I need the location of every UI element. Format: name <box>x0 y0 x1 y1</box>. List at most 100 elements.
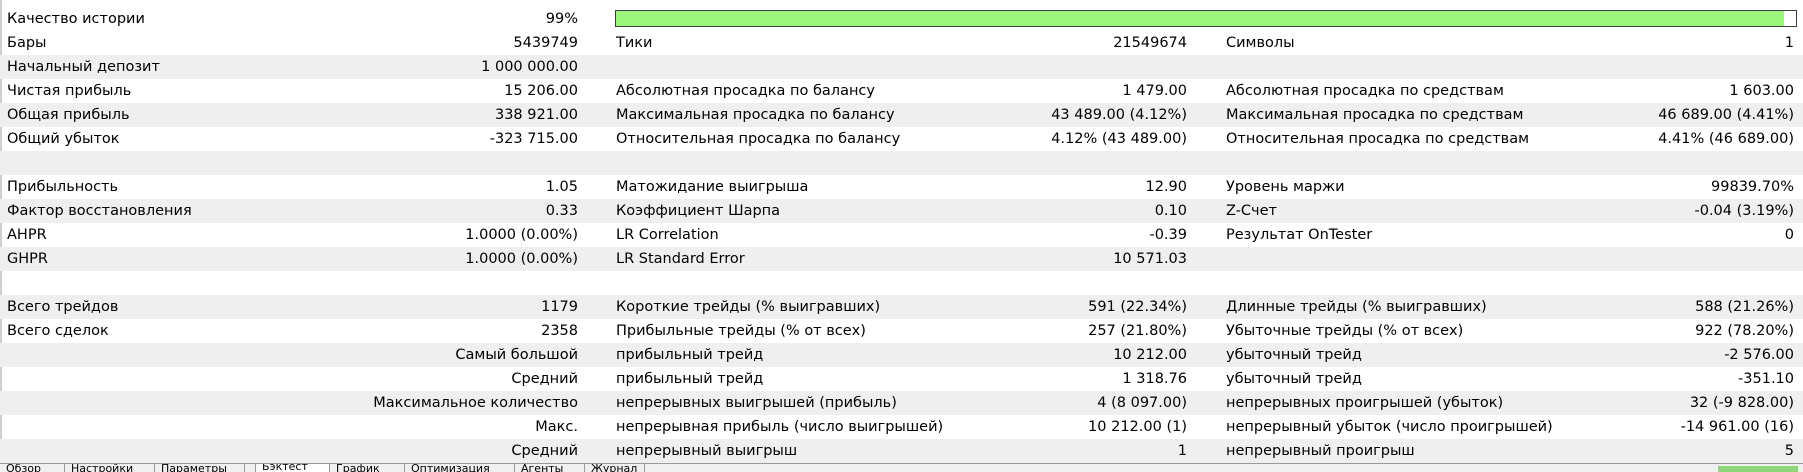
metric-value: 1.05 <box>545 179 578 195</box>
tab-item[interactable]: Настройки <box>65 464 155 472</box>
metric-label: прибыльный трейд <box>616 347 764 363</box>
metric-label: Чистая прибыль <box>7 83 132 99</box>
metric-value: 338 921.00 <box>494 107 578 123</box>
metric-label: Средний <box>511 443 578 459</box>
report-row: Общая прибыль 338 921.00 Максимальная прос… <box>0 103 1803 127</box>
metric-label: Самый большой <box>455 347 578 363</box>
history-quality-value: 99% <box>545 11 578 27</box>
metric-label: непрерывных выигрышей (прибыль) <box>616 395 897 411</box>
metric-value: 1 <box>1177 443 1187 459</box>
tab-item[interactable]: Журнал <box>585 464 645 472</box>
metric-label: Средний <box>511 371 578 387</box>
report-row: Фактор восстановления 0.33 Коэффициент Шар… <box>0 199 1803 223</box>
metric-value: 922 (78.20%) <box>1695 323 1794 339</box>
metric-value: 588 (21.26%) <box>1695 299 1794 315</box>
tabs-end-indicator <box>1718 466 1798 472</box>
metric-value: 257 (21.80%) <box>1088 323 1187 339</box>
metric-label: Относительная просадка по средствам <box>1226 131 1530 147</box>
report-row: Начальный депозит 1 000 000.00 <box>0 55 1803 79</box>
history-quality-bar <box>615 10 1797 27</box>
metric-label: Уровень маржи <box>1226 179 1345 195</box>
history-quality-row: Качество истории 99% <box>0 7 1803 31</box>
report-row: Максимальное количество непрерывных выигр… <box>0 391 1803 415</box>
metric-value: 5439749 <box>513 35 578 51</box>
report-row: Средний непрерывный выигрыш 1 непрерывный п… <box>0 439 1803 463</box>
metric-value: 0.10 <box>1154 203 1187 219</box>
metric-label: Длинные трейды (% выигравших) <box>1226 299 1487 315</box>
report-row: Чистая прибыль 15 206.00 Абсолютная просад… <box>0 79 1803 103</box>
metric-value: 1 603.00 <box>1729 83 1794 99</box>
metric-label: Относительная просадка по балансу <box>616 131 901 147</box>
metric-value: -351.10 <box>1738 371 1794 387</box>
metric-value: 0.33 <box>545 203 578 219</box>
report-row: Бары 5439749 Тики 21549674 Символы 1 <box>0 31 1803 55</box>
metric-value: 1.0000 (0.00%) <box>465 251 578 267</box>
metric-label: Бары <box>7 35 47 51</box>
metric-label: убыточный трейд <box>1226 371 1362 387</box>
tab-item[interactable]: Агенты <box>515 464 585 472</box>
metric-label: непрерывный убыток (число проигрышей) <box>1226 419 1553 435</box>
tab-item[interactable]: График <box>330 464 405 472</box>
metric-label: Всего трейдов <box>7 299 119 315</box>
metric-value: 1 318.76 <box>1122 371 1187 387</box>
left-edge <box>0 0 2 460</box>
metric-label: прибыльный трейд <box>616 371 764 387</box>
tab-item[interactable]: Параметры <box>155 464 245 472</box>
metric-value: -2 576.00 <box>1724 347 1794 363</box>
tab-item[interactable]: Обзор <box>0 464 65 472</box>
metric-value: 1179 <box>541 299 578 315</box>
metric-label: Z-Счет <box>1226 203 1277 219</box>
metric-value <box>1480 55 1794 79</box>
metric-label: Коэффициент Шарпа <box>616 203 781 219</box>
metric-value <box>1480 151 1794 175</box>
metric-label: Максимальная просадка по балансу <box>616 107 895 123</box>
tab-item[interactable]: Бэктест <box>255 464 330 472</box>
metric-value <box>340 151 578 175</box>
backtest-report: Качество истории 99% Бары 5439749 Тики 2154… <box>0 7 1803 463</box>
metric-value: 5 <box>1784 443 1794 459</box>
report-row: Средний прибыльный трейд 1 318.76 убыточный… <box>0 367 1803 391</box>
report-row: Всего трейдов 1179 Короткие трейды (% выиг… <box>0 295 1803 319</box>
report-row: Макс. непрерывная прибыль (число выигрыше… <box>0 415 1803 439</box>
metric-value: 1 000 000.00 <box>481 59 578 75</box>
metric-label: убыточный трейд <box>1226 347 1362 363</box>
metric-value: 10 212.00 <box>1113 347 1187 363</box>
metric-value: 1 <box>1784 35 1794 51</box>
metric-label: LR Standard Error <box>616 251 745 267</box>
metric-value: 99839.70% <box>1711 179 1794 195</box>
report-row: Самый большой прибыльный трейд 10 212.00 уб… <box>0 343 1803 367</box>
report-row <box>0 271 1803 295</box>
metric-value <box>880 55 1187 79</box>
metric-value: -14 961.00 (16) <box>1680 419 1794 435</box>
metric-label: Абсолютная просадка по балансу <box>616 83 875 99</box>
metric-value: 591 (22.34%) <box>1088 299 1187 315</box>
metric-value: 10 212.00 (1) <box>1088 419 1187 435</box>
history-quality-fill <box>616 11 1785 26</box>
report-tabs: Обзор Настройки Параметры Бэктест График Опти… <box>0 463 1803 472</box>
metric-value: 4 (8 097.00) <box>1097 395 1187 411</box>
metric-label: AHPR <box>7 227 47 243</box>
report-row: AHPR 1.0000 (0.00%) LR Correlation -0.39 Рез… <box>0 223 1803 247</box>
metric-label: LR Correlation <box>616 227 719 243</box>
metric-value: 2358 <box>541 323 578 339</box>
metric-value: -0.04 (3.19%) <box>1694 203 1794 219</box>
metric-label: Результат OnTester <box>1226 227 1373 243</box>
report-row <box>0 151 1803 175</box>
report-row: Всего сделок 2358 Прибыльные трейды (% от … <box>0 319 1803 343</box>
metric-value: 10 571.03 <box>1113 251 1187 267</box>
metric-label: Макс. <box>535 419 578 435</box>
metric-label: непрерывный проигрыш <box>1226 443 1415 459</box>
metric-label: Абсолютная просадка по средствам <box>1226 83 1504 99</box>
metric-value: 4.41% (46 689.00) <box>1658 131 1794 147</box>
tab-item[interactable]: Оптимизация <box>405 464 515 472</box>
metric-label: Короткие трейды (% выигравших) <box>616 299 881 315</box>
metric-label: Общая прибыль <box>7 107 130 123</box>
metric-value: 43 489.00 (4.12%) <box>1051 107 1187 123</box>
metric-value: 1 479.00 <box>1122 83 1187 99</box>
metric-value: -0.39 <box>1149 227 1187 243</box>
report-row: GHPR 1.0000 (0.00%) LR Standard Error 10 57… <box>0 247 1803 271</box>
metric-value: 12.90 <box>1145 179 1187 195</box>
metric-label: GHPR <box>7 251 48 267</box>
metric-value: 15 206.00 <box>504 83 578 99</box>
metric-label: Максимальное количество <box>373 395 578 411</box>
